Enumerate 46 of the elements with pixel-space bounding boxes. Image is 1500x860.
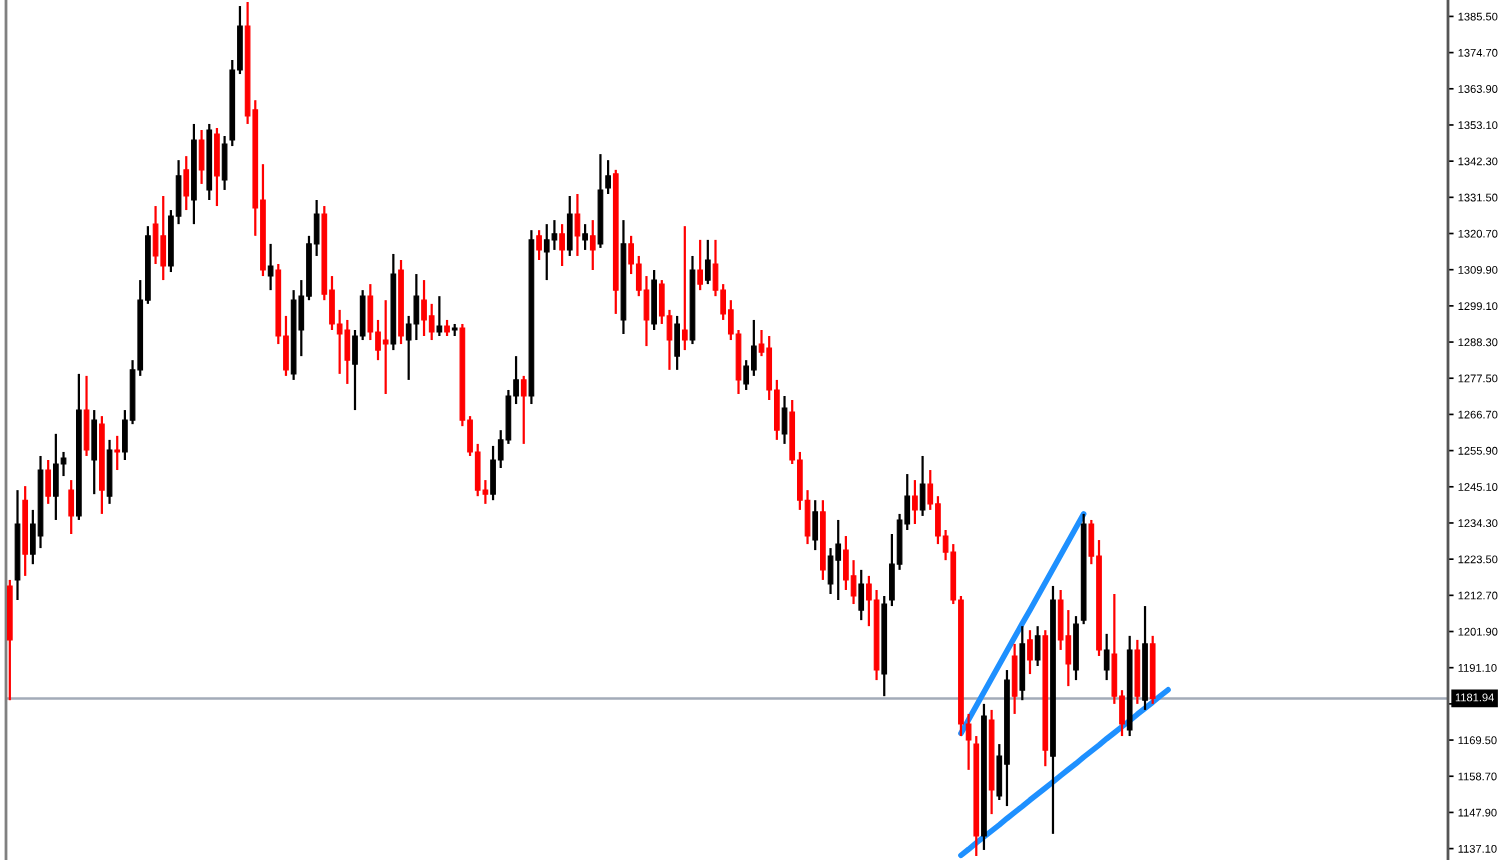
candlestick: [344, 318, 351, 386]
candlestick: [1034, 625, 1041, 668]
candlestick: [490, 444, 496, 502]
candlestick: [704, 238, 711, 286]
candlestick: [91, 408, 98, 496]
candlestick: [436, 295, 443, 338]
candlestick: [198, 128, 205, 186]
candlestick: [83, 374, 90, 458]
candlestick: [267, 242, 274, 292]
candlestick: [1073, 614, 1079, 682]
candlestick: [781, 394, 788, 446]
candlestick: [651, 268, 657, 332]
candlestick: [1027, 629, 1033, 676]
candlestick: [536, 229, 542, 262]
candlestick: [1011, 642, 1018, 716]
candlestick: [428, 302, 435, 342]
line-series: [958, 511, 1087, 737]
candlestick: [160, 194, 167, 282]
candlestick: [574, 192, 581, 258]
candlestick: [589, 219, 596, 272]
candlestick: [45, 458, 52, 505]
candlestick: [68, 478, 75, 536]
candlestick: [919, 454, 926, 518]
candlestick: [681, 225, 688, 352]
candlestick: [183, 155, 190, 212]
candlestick: [912, 478, 918, 526]
candlestick: [543, 223, 550, 282]
candlestick: [750, 318, 757, 377]
candlestick: [53, 432, 59, 522]
candlestick: [582, 223, 588, 252]
candlestick: [520, 374, 527, 446]
candlestick: [1103, 632, 1110, 682]
candlestick: [559, 223, 565, 268]
candlestick: [858, 568, 865, 622]
candlestick: [214, 126, 220, 208]
candlestick: [1019, 625, 1026, 702]
candlestick: [566, 194, 573, 258]
candlestick: [1134, 638, 1141, 705]
candlestick: [697, 238, 704, 292]
candlestick: [827, 546, 834, 596]
candlestick: [674, 314, 680, 371]
candlestick: [421, 278, 427, 338]
candlestick: [835, 518, 842, 602]
candlestick: [812, 499, 819, 552]
candlestick: [382, 299, 389, 396]
candlestick: [114, 434, 121, 472]
